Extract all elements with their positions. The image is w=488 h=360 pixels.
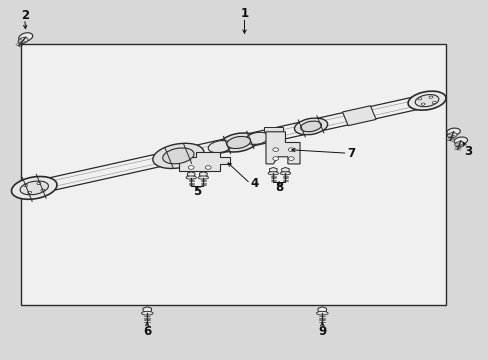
- Polygon shape: [263, 127, 283, 132]
- Text: 8: 8: [274, 181, 283, 194]
- Polygon shape: [143, 307, 151, 312]
- Ellipse shape: [272, 148, 278, 152]
- Ellipse shape: [28, 191, 32, 193]
- Text: 3: 3: [463, 145, 471, 158]
- Ellipse shape: [294, 118, 327, 135]
- Ellipse shape: [19, 33, 33, 41]
- Ellipse shape: [417, 98, 421, 100]
- Text: 6: 6: [143, 325, 151, 338]
- Ellipse shape: [454, 141, 464, 147]
- Ellipse shape: [208, 140, 231, 153]
- Polygon shape: [342, 106, 375, 126]
- Polygon shape: [317, 307, 326, 312]
- Ellipse shape: [267, 172, 278, 175]
- Text: 4: 4: [249, 177, 258, 190]
- Ellipse shape: [188, 166, 194, 169]
- Ellipse shape: [152, 143, 203, 168]
- Ellipse shape: [198, 176, 208, 179]
- Ellipse shape: [205, 166, 211, 169]
- Ellipse shape: [428, 96, 432, 98]
- Polygon shape: [179, 152, 230, 171]
- Ellipse shape: [20, 181, 48, 195]
- Polygon shape: [269, 167, 277, 173]
- Ellipse shape: [414, 95, 438, 107]
- Polygon shape: [199, 172, 207, 177]
- Ellipse shape: [453, 137, 467, 144]
- Ellipse shape: [447, 132, 456, 138]
- Ellipse shape: [431, 102, 435, 104]
- Ellipse shape: [12, 176, 57, 199]
- Ellipse shape: [300, 121, 321, 132]
- Ellipse shape: [288, 148, 294, 152]
- Text: 9: 9: [318, 325, 326, 338]
- Ellipse shape: [288, 157, 294, 160]
- Text: 2: 2: [20, 9, 29, 22]
- Text: 5: 5: [193, 185, 201, 198]
- Ellipse shape: [446, 128, 459, 135]
- Text: 7: 7: [346, 147, 355, 160]
- Polygon shape: [265, 132, 300, 164]
- Ellipse shape: [226, 136, 250, 149]
- Ellipse shape: [219, 133, 257, 152]
- Ellipse shape: [37, 183, 41, 185]
- Ellipse shape: [18, 37, 28, 44]
- Polygon shape: [187, 172, 195, 177]
- Polygon shape: [281, 167, 288, 173]
- Ellipse shape: [407, 91, 445, 110]
- Ellipse shape: [141, 311, 153, 315]
- Ellipse shape: [420, 103, 424, 105]
- Ellipse shape: [24, 184, 27, 186]
- Ellipse shape: [316, 311, 327, 315]
- Text: 1: 1: [240, 8, 248, 21]
- Ellipse shape: [185, 176, 196, 179]
- Ellipse shape: [272, 157, 278, 160]
- Ellipse shape: [280, 172, 290, 175]
- Ellipse shape: [245, 132, 268, 144]
- Ellipse shape: [41, 189, 44, 192]
- Bar: [21, 44, 446, 305]
- Ellipse shape: [163, 148, 194, 164]
